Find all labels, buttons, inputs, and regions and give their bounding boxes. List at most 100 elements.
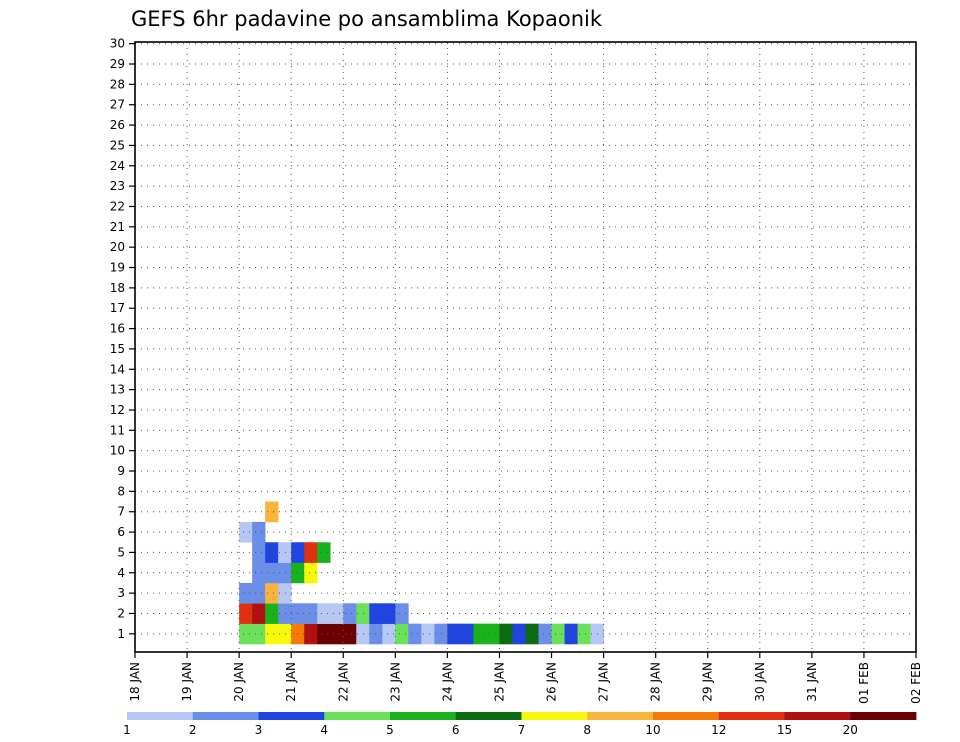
heatmap-cell bbox=[525, 623, 539, 645]
y-tick-label: 26 bbox=[110, 118, 125, 132]
x-tick-label: 22 JAN bbox=[336, 662, 350, 702]
heatmap-cell bbox=[239, 623, 253, 645]
y-tick-label: 12 bbox=[110, 403, 125, 417]
heatmap-cell bbox=[265, 603, 279, 624]
heatmap-cell bbox=[304, 542, 318, 563]
heatmap-cell bbox=[239, 603, 253, 624]
heatmap-cell bbox=[577, 623, 591, 645]
heatmap-cell bbox=[252, 623, 266, 645]
x-tick-label: 02 FEB bbox=[909, 662, 923, 704]
x-tick-label: 20 JAN bbox=[232, 662, 246, 702]
heatmap-cell bbox=[278, 562, 292, 584]
y-tick-label: 19 bbox=[110, 261, 125, 275]
plot-frame bbox=[134, 41, 917, 653]
colorbar-swatch bbox=[127, 712, 194, 720]
heatmap-cell bbox=[395, 623, 409, 645]
heatmap-cell bbox=[330, 623, 344, 645]
y-tick-label: 8 bbox=[117, 484, 125, 498]
colorbar-label: 5 bbox=[386, 723, 394, 737]
y-tick-label: 13 bbox=[110, 383, 125, 397]
heatmap-cell bbox=[356, 623, 370, 645]
x-axis: 18 JAN 19 JAN 20 JAN 21 JAN 22 JAN 23 JAN 24 J… bbox=[128, 652, 923, 704]
heatmap-cell bbox=[317, 542, 331, 563]
y-tick-label: 10 bbox=[110, 444, 125, 458]
heatmap-cell bbox=[408, 623, 422, 645]
colorbar-label: 2 bbox=[189, 723, 197, 737]
x-tick-label: 26 JAN bbox=[545, 662, 559, 702]
y-tick-label: 27 bbox=[110, 98, 125, 112]
heatmap-cell bbox=[317, 603, 331, 624]
colorbar-label: 15 bbox=[777, 723, 792, 737]
y-tick-label: 11 bbox=[110, 423, 125, 437]
x-tick-label: 25 JAN bbox=[492, 662, 506, 702]
colorbar-swatch bbox=[390, 712, 457, 720]
colorbar-swatch bbox=[653, 712, 720, 720]
colorbar-label: 6 bbox=[452, 723, 460, 737]
heatmap-cell bbox=[551, 623, 565, 645]
heatmap-cell bbox=[304, 603, 318, 624]
heatmap-cell bbox=[239, 582, 253, 604]
heatmap-cell bbox=[252, 521, 266, 543]
heatmap-cell bbox=[538, 623, 552, 645]
colorbar-swatch bbox=[587, 712, 654, 720]
heatmap-cell bbox=[239, 521, 253, 543]
colorbar-label: 12 bbox=[711, 723, 726, 737]
colorbar-swatch bbox=[192, 712, 259, 720]
x-tick-label: 30 JAN bbox=[753, 662, 767, 702]
heatmap-cell bbox=[343, 623, 357, 645]
colorbar-swatch bbox=[324, 712, 391, 720]
y-tick-label: 24 bbox=[110, 159, 125, 173]
x-tick-label: 28 JAN bbox=[649, 662, 663, 702]
x-tick-label: 29 JAN bbox=[701, 662, 715, 702]
x-tick-label: 19 JAN bbox=[180, 662, 194, 702]
y-axis: 1234567891011121314151617181920212223242… bbox=[110, 37, 135, 641]
y-tick-label: 1 bbox=[117, 627, 125, 641]
heatmap-cell bbox=[252, 562, 266, 584]
y-tick-label: 4 bbox=[117, 566, 125, 580]
colorbar-label: 4 bbox=[320, 723, 328, 737]
y-tick-label: 23 bbox=[110, 179, 125, 193]
colorbar-label: 1 bbox=[123, 723, 131, 737]
heatmap-cell bbox=[317, 623, 331, 645]
heatmap-cell bbox=[460, 623, 474, 645]
y-tick-label: 9 bbox=[117, 464, 125, 478]
heatmap-cell bbox=[395, 603, 409, 624]
x-tick-label: 21 JAN bbox=[284, 662, 298, 702]
y-tick-label: 2 bbox=[117, 606, 125, 620]
y-tick-label: 29 bbox=[110, 57, 125, 71]
heatmap-cell bbox=[356, 603, 370, 624]
heatmap-cell bbox=[382, 603, 396, 624]
colorbar-swatch bbox=[258, 712, 325, 720]
y-tick-label: 17 bbox=[110, 301, 125, 315]
heatmap-cell bbox=[265, 582, 279, 604]
y-tick-label: 14 bbox=[110, 362, 125, 376]
heatmap-cell bbox=[473, 623, 487, 645]
heatmap-cell bbox=[265, 562, 279, 584]
y-tick-label: 28 bbox=[110, 77, 125, 91]
y-tick-label: 20 bbox=[110, 240, 125, 254]
colorbar-label: 20 bbox=[843, 723, 858, 737]
y-tick-label: 25 bbox=[110, 138, 125, 152]
heatmap-cell bbox=[265, 623, 279, 645]
heatmap-cell bbox=[278, 582, 292, 604]
heatmap-cell bbox=[486, 623, 500, 645]
heatmap-cell bbox=[304, 562, 318, 584]
x-tick-label: 01 FEB bbox=[857, 662, 871, 704]
heatmap-cell bbox=[564, 623, 578, 645]
y-tick-label: 6 bbox=[117, 525, 125, 539]
x-tick-label: 23 JAN bbox=[388, 662, 402, 702]
heatmap-cell bbox=[278, 623, 292, 645]
heatmap-cell bbox=[382, 623, 396, 645]
y-tick-label: 21 bbox=[110, 220, 125, 234]
x-tick-label: 27 JAN bbox=[597, 662, 611, 702]
colorbar-label: 8 bbox=[583, 723, 591, 737]
heatmap-cell bbox=[499, 623, 513, 645]
grid-lines bbox=[134, 42, 917, 652]
x-tick-label: 31 JAN bbox=[805, 662, 819, 702]
y-tick-label: 22 bbox=[110, 199, 125, 213]
heatmap-cell bbox=[265, 542, 279, 563]
y-tick-label: 3 bbox=[117, 586, 125, 600]
y-tick-label: 15 bbox=[110, 342, 125, 356]
heatmap-cell bbox=[278, 603, 292, 624]
